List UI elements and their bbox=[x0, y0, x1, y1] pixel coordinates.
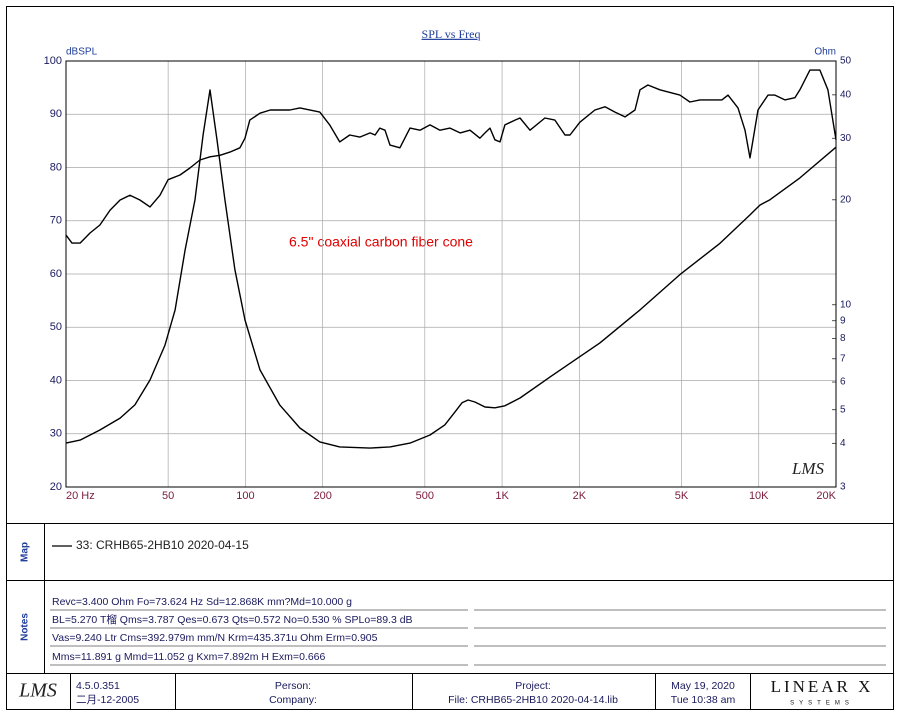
x-tick-label: 500 bbox=[416, 490, 434, 502]
chart-title: SPL vs Freq bbox=[422, 27, 481, 41]
x-tick-label: 20 Hz bbox=[66, 490, 95, 502]
footer: LMS 4.5.0.351 二月-12-2005 Person: Company… bbox=[18, 673, 874, 710]
y-tick-label: 80 bbox=[50, 161, 62, 173]
logo: LMS bbox=[18, 680, 57, 702]
y2-tick-label: 6 bbox=[840, 377, 846, 388]
y2-tick-label: 8 bbox=[840, 333, 846, 344]
outer-frame bbox=[6, 6, 894, 710]
time: Tue 10:38 am bbox=[671, 694, 736, 706]
y2-tick-label: 20 bbox=[840, 194, 852, 205]
x-tick-label: 20K bbox=[816, 490, 836, 502]
watermark: LMS bbox=[791, 459, 825, 478]
x-tick-label: 200 bbox=[313, 490, 331, 502]
series-line bbox=[65, 89, 837, 449]
notes-label: Notes bbox=[20, 613, 31, 641]
y2-tick-label: 5 bbox=[840, 404, 846, 415]
y2-tick-label: 40 bbox=[840, 89, 852, 100]
y-tick-label: 90 bbox=[50, 108, 62, 120]
y2-tick-label: 9 bbox=[840, 315, 846, 326]
brand-sub: SYSTEMS bbox=[790, 701, 854, 707]
person: Person: bbox=[275, 680, 311, 692]
note-line: Mms=11.891 g Mmd=11.052 g Kxm=7.892m H E… bbox=[52, 651, 325, 663]
build-date: 二月-12-2005 bbox=[76, 694, 139, 706]
company: Company: bbox=[269, 694, 317, 706]
y2-axis-label: Ohm bbox=[814, 47, 836, 58]
y2-tick-label: 4 bbox=[840, 438, 846, 449]
y2-tick-label: 10 bbox=[840, 299, 852, 310]
x-tick-label: 2K bbox=[573, 490, 587, 502]
y-axis-label: dBSPL bbox=[66, 47, 98, 58]
note-line: BL=5.270 T榴 Qms=3.787 Qes=0.673 Qts=0.57… bbox=[52, 613, 413, 626]
y2-tick-label: 50 bbox=[840, 56, 852, 67]
plot-frame bbox=[65, 60, 837, 488]
y-tick-label: 40 bbox=[50, 374, 62, 386]
y2-tick-label: 3 bbox=[840, 482, 846, 493]
note-line: Vas=9.240 Ltr Cms=392.979m mm/N Krm=435.… bbox=[52, 632, 378, 644]
x-tick-label: 50 bbox=[162, 490, 174, 502]
brand: LINEAR X bbox=[771, 677, 874, 696]
notes: Revc=3.400 Ohm Fo=73.624 Hz Sd=12.868K m… bbox=[50, 596, 886, 666]
legend-entry: 33: CRHB65-2HB10 2020-04-15 bbox=[76, 538, 249, 552]
file: File: CRHB65-2HB10 2020-04-14.lib bbox=[448, 694, 618, 706]
annotation: 6.5" coaxial carbon fiber cone bbox=[289, 234, 473, 250]
y-tick-label: 100 bbox=[44, 55, 62, 67]
note-line: Revc=3.400 Ohm Fo=73.624 Hz Sd=12.868K m… bbox=[52, 596, 352, 608]
x-tick-label: 100 bbox=[236, 490, 254, 502]
y-tick-label: 30 bbox=[50, 428, 62, 440]
map-label: Map bbox=[20, 542, 31, 562]
x-tick-label: 5K bbox=[675, 490, 689, 502]
version: 4.5.0.351 bbox=[76, 680, 120, 692]
date: May 19, 2020 bbox=[671, 680, 735, 692]
series-line bbox=[65, 69, 837, 244]
y-tick-label: 70 bbox=[50, 215, 62, 227]
x-tick-label: 10K bbox=[749, 490, 769, 502]
project: Project: bbox=[515, 680, 551, 692]
y-tick-label: 50 bbox=[50, 321, 62, 333]
y-tick-label: 60 bbox=[50, 268, 62, 280]
y2-tick-label: 30 bbox=[840, 133, 852, 144]
y2-tick-label: 7 bbox=[840, 353, 846, 364]
x-tick-label: 1K bbox=[495, 490, 509, 502]
y-tick-label: 20 bbox=[50, 481, 62, 493]
